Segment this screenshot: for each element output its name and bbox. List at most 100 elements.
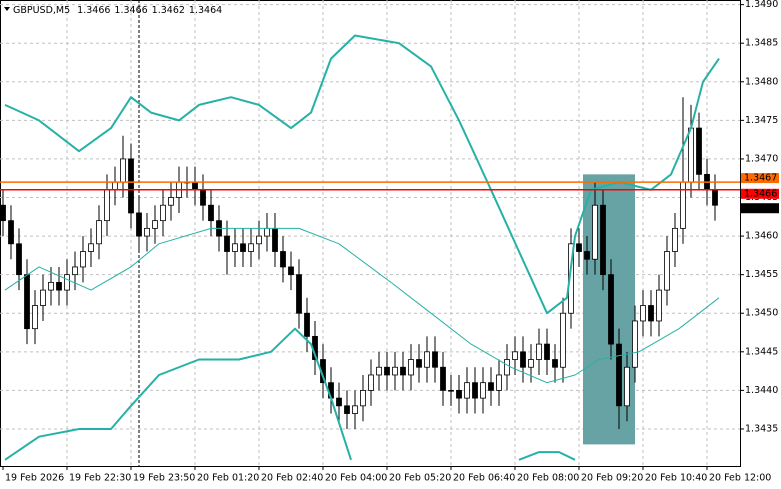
candle-body [72,266,78,276]
candle-body [280,251,286,268]
candle-body [120,158,126,183]
candle-body [584,251,590,260]
y-tick-label: 1.3460 [745,231,778,242]
candle-body [272,227,278,252]
candle-body [384,366,390,376]
candle-body [304,312,310,337]
y-tick-label: 1.3485 [745,38,778,49]
header-value: 1.3462 [152,5,185,16]
candle-body [464,382,470,399]
candle-body [24,274,30,330]
x-tick-label: 20 Feb 06:40 [453,473,515,484]
candle-body [392,366,398,376]
candle-body [472,382,478,399]
candle-body [8,220,14,245]
price-tag [741,173,779,184]
candle-body [536,343,542,360]
header: GBPUSD,M5 1.3466 1.3466 1.3462 1.3464 [13,5,222,16]
candle-body [344,405,350,414]
candle-body [576,243,582,252]
candle-body [624,366,630,407]
candle-body [448,389,454,392]
candle-body [592,204,598,260]
candle-body [520,351,526,368]
y-tick-label: 1.3455 [745,269,778,280]
candle-body [416,359,422,368]
candle-body [440,366,446,391]
band-line [4,227,720,384]
x-tick-label: 20 Feb 12:00 [709,473,771,484]
y-tick-label: 1.3435 [745,423,778,434]
candle-body [664,251,670,291]
x-tick-label: 20 Feb 02:40 [261,473,323,484]
y-tick-label: 1.3490 [745,0,778,10]
candle-body [480,382,486,399]
y-tick-label: 1.3470 [745,153,778,164]
y-tick-label: 1.3440 [745,385,778,396]
candle-body [432,351,438,368]
band-line [4,34,720,315]
candle-body [224,235,230,252]
header-value: 1.3466 [77,5,110,16]
y-tick-label: 1.3475 [745,115,778,126]
candle-body [240,243,246,252]
candle-body [504,359,510,376]
x-tick-label: 19 Feb 22:30 [69,473,131,484]
last-price-label: 1.3464 [744,203,777,214]
candle-body [560,312,566,368]
candle-body [96,220,102,245]
candle-body [528,359,534,368]
candle-body [32,305,38,330]
header-value: GBPUSD,M5 [13,5,70,16]
candle-body [80,251,86,268]
y-tick-label: 1.3480 [745,76,778,87]
candle-body [400,366,406,376]
header-value: 1.3466 [114,5,147,16]
candle-body [152,220,158,229]
x-tick-label: 20 Feb 10:40 [645,473,707,484]
candle-body [48,281,54,291]
candle-body [192,181,198,191]
x-tick-label: 20 Feb 01:20 [197,473,259,484]
header-arrow [4,7,10,11]
candle-body [512,351,518,360]
candle-body [352,405,358,414]
candle-body [688,127,694,183]
candle-body [408,359,414,376]
candle-body [128,158,134,214]
x-tick-label: 20 Feb 05:20 [389,473,451,484]
candle-body [88,243,94,252]
candle-body [488,382,494,391]
header-value: 1.3464 [189,5,222,16]
candle-body [616,343,622,407]
candle-body [208,204,214,222]
price-tag-label: 1.3467 [744,173,777,184]
candle-body [56,281,62,291]
x-tick-label: 19 Feb 23:50 [133,473,195,484]
candle-body [232,243,238,252]
candle-body [608,274,614,345]
candle-body [648,305,654,322]
candle-body [136,212,142,237]
candle-body [144,227,150,237]
candle-body [336,397,342,407]
candle-body [496,374,502,391]
x-tick-label: 20 Feb 08:00 [517,473,579,484]
candle-body [104,189,110,222]
candle-body [672,227,678,252]
candle-body [376,366,382,376]
candle-body [112,181,118,191]
candle-body [0,204,6,222]
candle-body [712,189,718,206]
candle-body [64,274,70,291]
candle-body [168,197,174,206]
candle-body [368,374,374,391]
candle-body [288,266,294,276]
last-price-tag [741,203,779,214]
y-tick-label: 1.3445 [745,346,778,357]
candle-body [40,289,46,306]
x-tick-label: 20 Feb 04:00 [325,473,387,484]
candle-body [360,389,366,407]
candle-body [200,189,206,206]
